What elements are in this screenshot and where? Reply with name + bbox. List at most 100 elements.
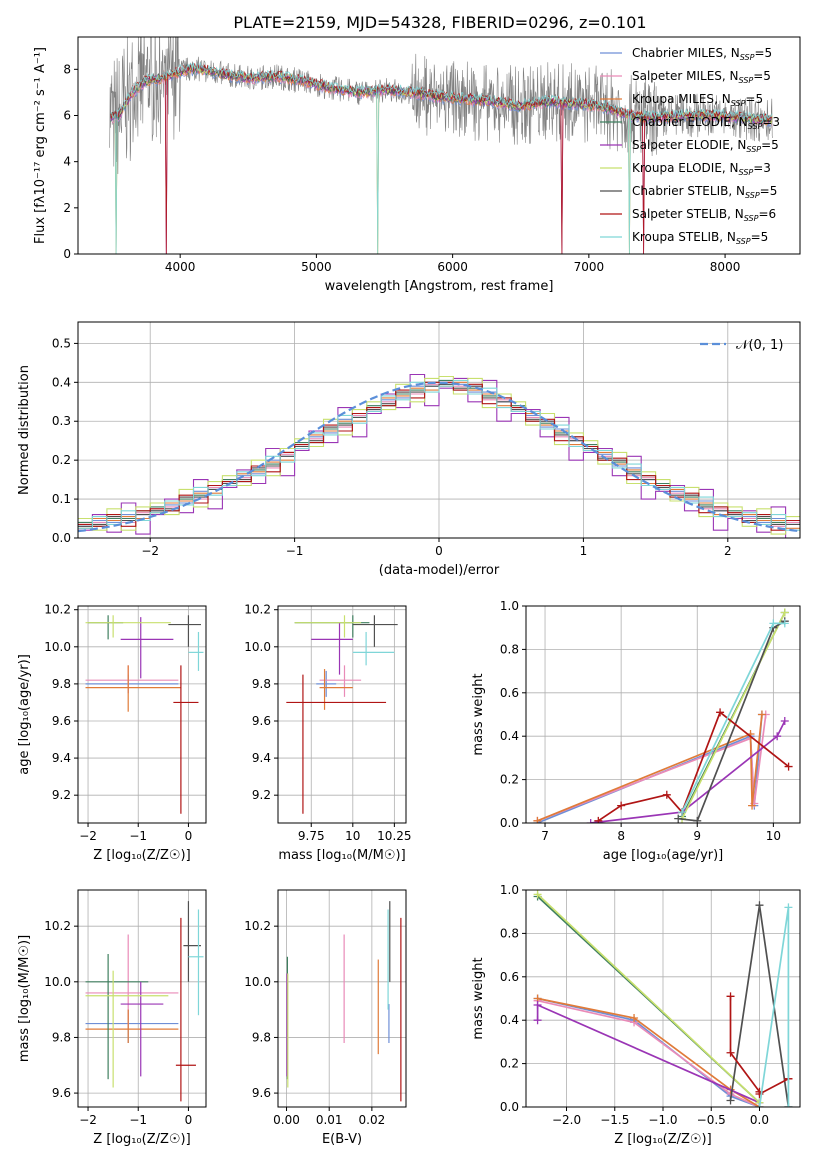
legend-nssp-value: 5 [770, 184, 778, 198]
x-tick-label: 8 [617, 829, 625, 843]
x-tick-label: −1 [129, 1113, 147, 1127]
weight-point-marker [780, 717, 789, 726]
weight-point-marker [748, 801, 757, 810]
plot-frame [77, 321, 801, 539]
legend-label: Chabrier MILES [632, 46, 723, 60]
weight-point-marker [784, 903, 793, 912]
legend-ssp-subscript: SSP [739, 76, 754, 85]
y-tick-label: 9.8 [252, 677, 271, 691]
legend-ssp-subscript: SSP [731, 99, 746, 108]
plot-area [85, 901, 204, 1102]
y-tick-label: 0.6 [500, 686, 519, 700]
legend-entry: Kroupa STELIB, NSSP=5 [632, 230, 768, 246]
y-tick-label: 9.8 [252, 1030, 271, 1044]
y-tick-label: 10.2 [244, 919, 271, 933]
legend-nssp-value: 5 [763, 69, 771, 83]
legend-entry: Chabrier STELIB, NSSP=5 [632, 184, 777, 200]
x-axis-label: mass [log₁₀(M/M☉)] [278, 848, 405, 863]
weight-point-marker [617, 801, 626, 810]
legend-nssp-value: 5 [761, 230, 769, 244]
legend-label: Salpeter MILES [632, 69, 722, 83]
x-axis-label: age [log₁₀(age/yr)] [603, 848, 724, 863]
legend-equals: = [751, 230, 761, 244]
x-tick-label: 5000 [301, 260, 332, 274]
x-axis-label: E(B-V) [322, 1132, 362, 1147]
gaussian-reference-curve [78, 381, 800, 533]
x-tick-label: −1.5 [600, 1113, 629, 1127]
weight-point-marker [533, 816, 542, 823]
legend-entry: Salpeter ELODIE, NSSP=5 [632, 138, 779, 154]
y-tick-label: 1.0 [500, 599, 519, 613]
weight-point-marker [726, 1096, 735, 1105]
legend-entry: Chabrier ELODIE, NSSP=3 [632, 115, 780, 131]
plot-area [286, 615, 398, 814]
legend-label: Chabrier STELIB [632, 184, 728, 198]
weight-point-marker [755, 901, 764, 910]
y-tick-label: 0.0 [500, 1100, 519, 1114]
y-tick-label: 9.6 [252, 1086, 271, 1100]
x-tick-label: −1.0 [648, 1113, 677, 1127]
legend-nssp-prefix: , N [722, 161, 739, 175]
legend-equals: = [762, 115, 772, 129]
x-tick-label: 0.02 [359, 1113, 386, 1127]
weight-point-marker [594, 816, 603, 823]
y-tick-label: 0.2 [500, 1057, 519, 1071]
weight-series-line [537, 997, 760, 1107]
histogram-step [78, 373, 800, 538]
x-tick-label: 9 [693, 829, 701, 843]
y-axis-label: Normed distribution [17, 365, 32, 495]
legend-entry: Kroupa MILES, NSSP=5 [632, 92, 763, 108]
legend-ssp-subscript: SSP [744, 214, 759, 223]
y-tick-label: 0.0 [52, 531, 71, 545]
weight-point-marker [784, 1103, 793, 1107]
x-tick-label: −1 [129, 829, 147, 843]
x-tick-label: 0.0 [750, 1113, 769, 1127]
legend-nssp-prefix: , N [731, 115, 748, 129]
legend-nssp-value: 5 [755, 92, 763, 106]
x-axis-label: Z [log₁₀(Z/Z☉)] [93, 848, 190, 863]
y-tick-label: 9.6 [252, 714, 271, 728]
x-tick-label: −2 [141, 544, 159, 558]
legend-nssp-value: 3 [772, 115, 780, 129]
legend-label: Kroupa MILES [632, 92, 714, 106]
y-tick-label: 0.4 [500, 1013, 519, 1027]
y-tick-label: 9.8 [52, 677, 71, 691]
plot-area [286, 901, 402, 1102]
weight-vs-age-panel: 7 8 9 10 0.0 0.2 0.4 0.6 0.8 1.0 age [log₁₀(age/yr… [471, 599, 801, 863]
weight-point-marker [769, 619, 778, 628]
weight-series-line [597, 710, 790, 822]
weight-point-marker [757, 710, 766, 719]
plot-frame [525, 889, 801, 1108]
y-tick-label: 10.2 [244, 603, 271, 617]
model-spectrum-line [110, 63, 773, 254]
legend-label: Salpeter STELIB [632, 207, 727, 221]
x-tick-label: 7000 [574, 260, 605, 274]
x-tick-label: 10 [345, 829, 360, 843]
legend-label: Kroupa STELIB [632, 230, 719, 244]
y-tick-label: 10.0 [244, 640, 271, 654]
plot-frame [77, 36, 801, 255]
plot-frame [525, 605, 801, 824]
y-tick-label: 0.8 [500, 642, 519, 656]
x-tick-label: −2 [79, 1113, 97, 1127]
x-axis-label: wavelength [Angstrom, rest frame] [325, 279, 554, 294]
weight-point-marker [726, 1048, 735, 1057]
legend-entry: 𝒩(0, 1) [736, 338, 783, 353]
x-tick-label: 10.25 [377, 829, 411, 843]
weight-point-marker [780, 619, 789, 628]
x-tick-label: −2.0 [552, 1113, 581, 1127]
x-tick-label: 10 [766, 829, 781, 843]
figure-title: PLATE=2159, MJD=54328, FIBERID=0296, z=0… [233, 13, 646, 32]
y-tick-label: 9.8 [52, 1030, 71, 1044]
y-tick-label: 8 [63, 62, 71, 76]
y-tick-label: 1.0 [500, 883, 519, 897]
legend-equals: = [761, 138, 771, 152]
y-tick-label: 10.0 [44, 975, 71, 989]
y-tick-label: 0.6 [500, 970, 519, 984]
weight-point-marker [586, 819, 595, 823]
legend-equals: = [754, 46, 764, 60]
weight-series-line [537, 714, 763, 822]
x-tick-label: 7 [541, 829, 549, 843]
residual-histogram-panel: −2 −1 0 1 2 0.0 0.1 0.2 0.3 0.4 0.5 (data-model)/er… [17, 321, 801, 578]
weight-point-marker [780, 608, 789, 617]
